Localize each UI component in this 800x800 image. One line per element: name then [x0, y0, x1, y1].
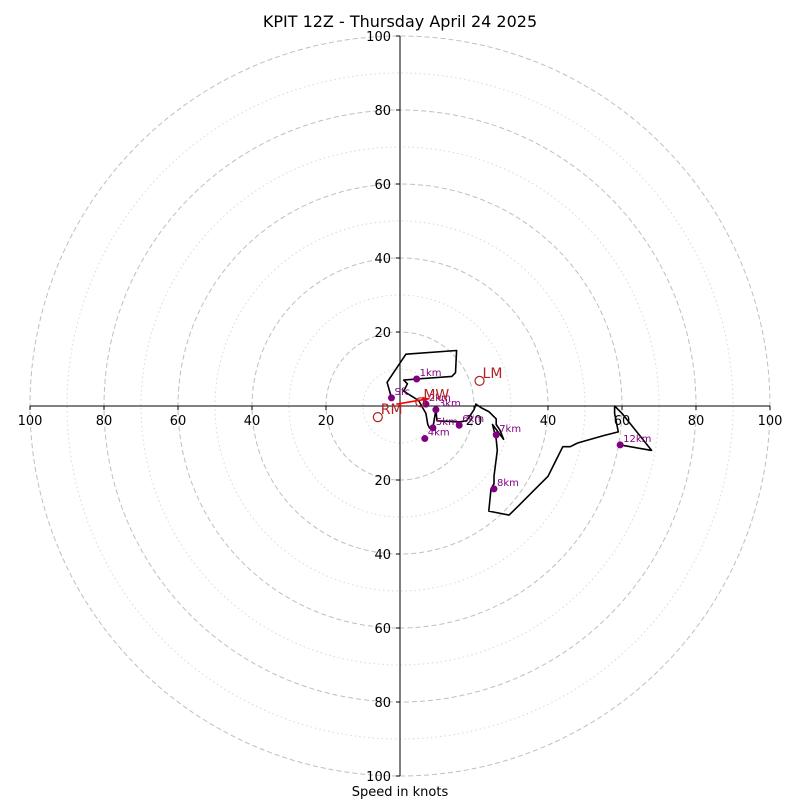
- y-tick-label: 100: [366, 770, 391, 785]
- level-point: [422, 400, 430, 408]
- y-tick-label: 40: [374, 548, 391, 563]
- storm-marker: [415, 397, 426, 408]
- level-point: [492, 431, 500, 439]
- storm-marker-label: RM: [381, 402, 403, 418]
- y-tick-label: 80: [374, 104, 391, 119]
- level-point: [421, 435, 429, 443]
- storm-marker: [372, 412, 383, 423]
- level-label: 3km: [439, 399, 461, 410]
- level-point: [432, 406, 440, 414]
- level-point: [413, 375, 421, 383]
- x-tick-label: 40: [244, 414, 261, 429]
- axes: [30, 36, 770, 776]
- level-point: [387, 394, 395, 402]
- level-label: 6km: [462, 414, 484, 425]
- y-tick-label: 100: [366, 30, 391, 45]
- x-tick-label: 100: [18, 414, 43, 429]
- level-label: 1km: [420, 368, 442, 379]
- x-tick-label: 20: [318, 414, 335, 429]
- x-tick-label: 40: [540, 414, 557, 429]
- level-label: Sfc: [394, 387, 409, 398]
- x-tick-label: 20: [466, 414, 483, 429]
- x-axis-label: Speed in knots: [352, 785, 449, 800]
- y-tick-label: 60: [374, 178, 391, 193]
- y-tick-label: 20: [374, 474, 391, 489]
- x-tick-label: 80: [96, 414, 113, 429]
- level-point: [455, 421, 463, 429]
- y-tick-label: 20: [374, 326, 391, 341]
- level-point: [616, 441, 624, 449]
- chart-title: KPIT 12Z - Thursday April 24 2025: [263, 12, 537, 31]
- tick-labels: 100 80 60 40 20 20 40 60 80 100100806040202040608…: [18, 30, 783, 785]
- x-tick-label: 100: [758, 414, 783, 429]
- x-tick-label: 60: [170, 414, 187, 429]
- level-label: 8km: [497, 478, 519, 489]
- level-label: 5km: [436, 417, 458, 428]
- hodograph-trace: [386, 349, 653, 516]
- y-tick-label: 40: [374, 252, 391, 267]
- level-label: 4km: [428, 428, 450, 439]
- level-label: 12km: [623, 434, 651, 445]
- y-tick-label: 60: [374, 622, 391, 637]
- x-tick-label: 80: [688, 414, 705, 429]
- level-point: [490, 485, 498, 493]
- level-point: [429, 424, 437, 432]
- storm-motion-markers: LM MW RM: [372, 366, 503, 423]
- level-label: 2km: [429, 393, 451, 404]
- storm-marker-label: LM: [483, 366, 503, 382]
- wind-trace: [386, 349, 653, 516]
- storm-marker: [474, 375, 485, 386]
- level-label: 7km: [499, 424, 521, 435]
- storm-marker-label: MW: [423, 387, 449, 403]
- y-tick-label: 80: [374, 696, 391, 711]
